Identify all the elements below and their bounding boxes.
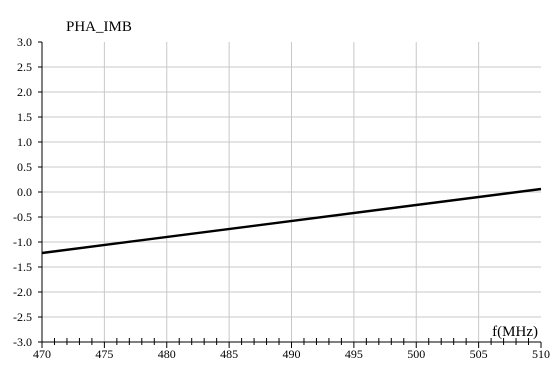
x-tick-label: 505 <box>470 347 488 361</box>
y-tick-labels: 3.0 2.5 2.0 1.5 1.0 0.5 0.0 -0.5 -1.0 -1.5 -2.0 -2.… <box>13 35 32 349</box>
y-tick-label: 1.5 <box>17 110 32 124</box>
x-tick-label: 470 <box>33 347 51 361</box>
y-tick-label: -0.5 <box>13 210 32 224</box>
x-tick-label: 485 <box>220 347 238 361</box>
axes <box>38 41 542 348</box>
x-tick-label: 490 <box>283 347 301 361</box>
series-group <box>41 187 542 255</box>
x-tick-label: 480 <box>158 347 176 361</box>
x-tick-label: 500 <box>407 347 425 361</box>
y-tick-label: -2.0 <box>13 285 32 299</box>
y-tick-label: 0.5 <box>17 160 32 174</box>
y-tick-label: 1.0 <box>17 135 32 149</box>
y-tick-label: -2.5 <box>13 310 32 324</box>
x-tick-label: 510 <box>532 347 550 361</box>
y-tick-label: -1.0 <box>13 235 32 249</box>
y-tick-label: 2.5 <box>17 60 32 74</box>
y-tick-label: 2.0 <box>17 85 32 99</box>
y-tick-label: 3.0 <box>17 35 32 49</box>
x-axis-unit-label: f(MHz) <box>492 324 538 340</box>
x-minor-ticks <box>53 338 530 345</box>
x-tick-label: 495 <box>345 347 363 361</box>
y-tick-label: 0.0 <box>17 185 32 199</box>
y-tick-label: -1.5 <box>13 260 32 274</box>
x-tick-labels: 470 475 480 485 490 495 500 505 510 <box>33 347 550 361</box>
chart-title: PHA_IMB <box>66 19 132 35</box>
x-tick-label: 475 <box>95 347 113 361</box>
series-line <box>41 187 542 255</box>
y-tick-label: -3.0 <box>13 335 32 349</box>
